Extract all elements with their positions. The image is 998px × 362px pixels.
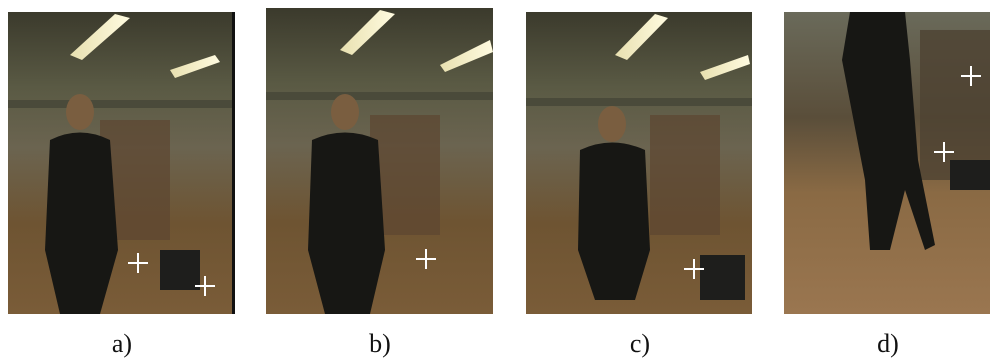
photo-c (526, 12, 752, 314)
panel-label: c) (630, 329, 650, 358)
panel-label: b) (369, 329, 391, 358)
photo-b (266, 8, 493, 314)
panel-label: d) (877, 329, 899, 358)
figure: a) b) c) d) (0, 0, 998, 362)
photo-a (8, 12, 235, 314)
photo-d (784, 12, 990, 314)
panel-label: a) (112, 329, 132, 358)
